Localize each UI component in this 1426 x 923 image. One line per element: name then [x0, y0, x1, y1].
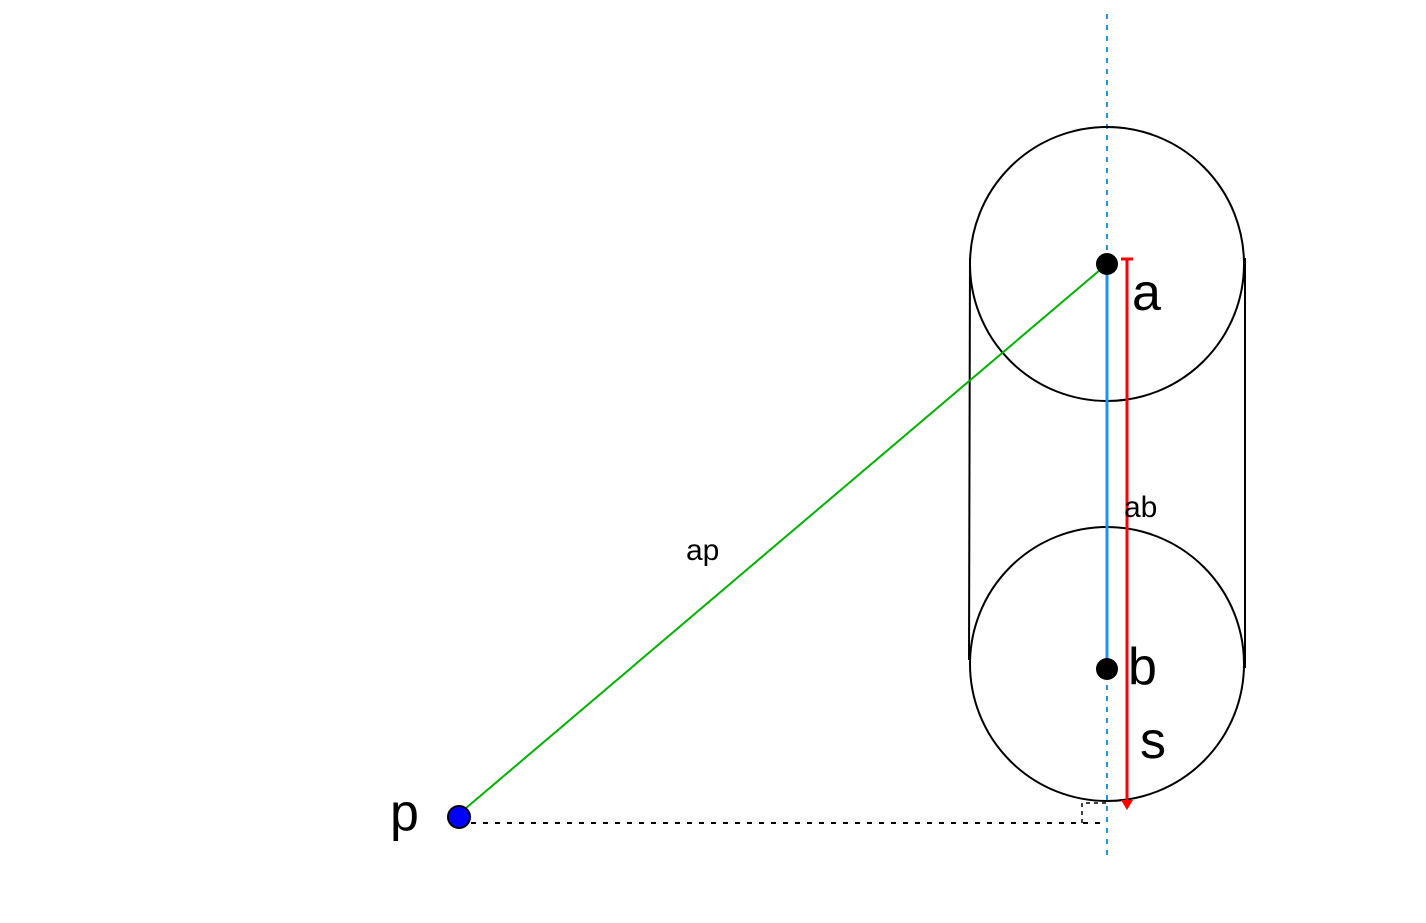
point-b-dot	[1096, 658, 1118, 680]
projection-s-label: s	[1140, 712, 1166, 770]
capsule-left-side	[968, 257, 971, 661]
segment-ab-label: ab	[1124, 491, 1157, 524]
point-p-label: p	[390, 784, 419, 842]
right-angle-marker	[1081, 802, 1107, 823]
segment-ap-line	[458, 263, 1108, 815]
point-a-label: a	[1132, 264, 1161, 322]
point-a-dot	[1096, 253, 1118, 275]
segment-ap-label: ap	[686, 534, 719, 567]
point-b-label: b	[1128, 638, 1157, 696]
point-p-dot	[447, 805, 471, 829]
